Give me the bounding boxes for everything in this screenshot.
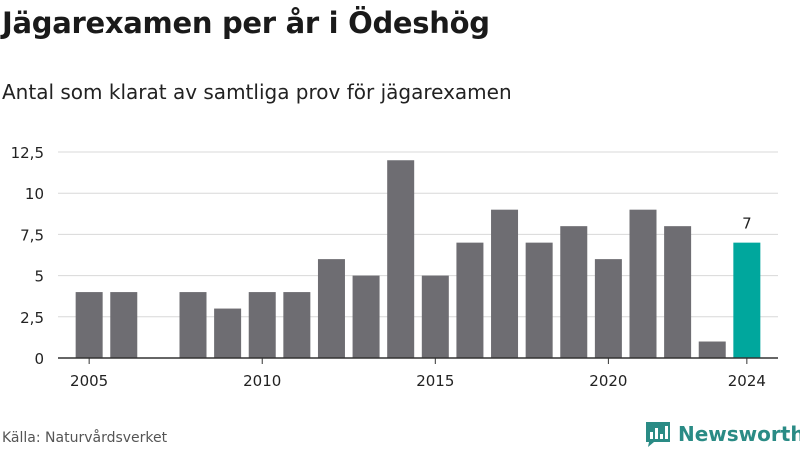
y-tick-label: 12,5: [11, 144, 44, 162]
bars: [75, 160, 761, 358]
bar-2008: [179, 292, 207, 358]
chart-subtitle: Antal som klarat av samtliga prov för jä…: [2, 80, 512, 104]
y-tick-label: 5: [34, 268, 44, 286]
bar-2022: [664, 226, 692, 358]
y-tick-label: 2,5: [20, 309, 44, 327]
y-tick-label: 0: [34, 350, 44, 368]
bar-2005: [75, 292, 103, 358]
gridlines: [58, 151, 778, 318]
y-tick-label: 7,5: [20, 226, 44, 244]
x-tick-label: 2024: [728, 372, 766, 390]
x-tick-label: 2010: [243, 372, 281, 390]
x-tick-label: 2015: [416, 372, 454, 390]
brand-name: Newsworthy: [678, 422, 800, 446]
bar-2024: [733, 242, 761, 358]
bar-2016: [456, 242, 484, 358]
bar-2019: [560, 226, 588, 358]
x-tick-label: 2005: [70, 372, 108, 390]
bar-2023: [698, 341, 726, 358]
bar-2012: [317, 259, 345, 358]
bar-2010: [248, 292, 276, 358]
bar-2014: [387, 160, 415, 358]
bar-2021: [629, 209, 657, 358]
source-note: Källa: Naturvårdsverket: [2, 430, 168, 446]
x-tick-label: 2020: [589, 372, 627, 390]
axes: 0 2,5 5 7,5 10 12,5 7 2005 2010 2015 2020 2024: [11, 144, 778, 390]
bar-2017: [491, 209, 519, 358]
brand-logo[interactable]: Newsworthy: [644, 420, 800, 448]
bar-2009: [214, 308, 242, 358]
bar-2011: [283, 292, 311, 358]
bar-2006: [110, 292, 138, 358]
y-tick-label: 10: [25, 185, 44, 203]
chart-title: Jägarexamen per år i Ödeshög: [2, 6, 490, 40]
bar-chart-speech-bubble-icon: [646, 422, 670, 447]
bar-2020: [594, 259, 622, 358]
data-label-2024: 7: [742, 215, 752, 233]
bar-2018: [525, 242, 553, 358]
bar-2015: [421, 275, 449, 358]
bar-2013: [352, 275, 380, 358]
